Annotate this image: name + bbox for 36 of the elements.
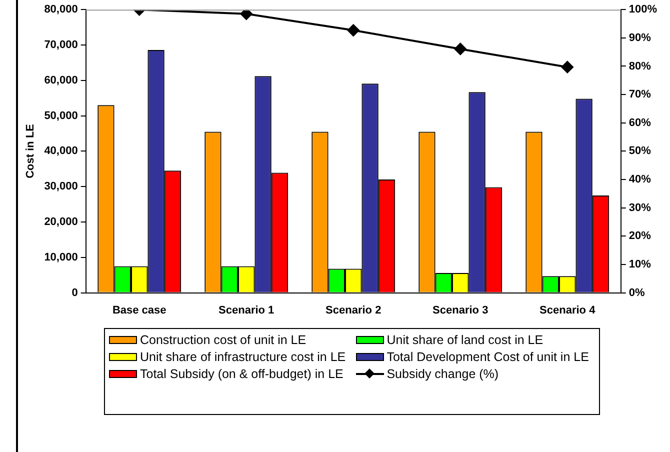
legend-label: Subsidy change (%) bbox=[386, 367, 499, 381]
y-axis-title: Cost in LE bbox=[24, 124, 37, 178]
y2-tick-label: 30% bbox=[628, 202, 652, 214]
y-tick-label: 0 bbox=[72, 286, 78, 299]
y2-tick-label: 70% bbox=[628, 88, 652, 101]
y2-tick-label: 80% bbox=[628, 60, 652, 72]
point bbox=[561, 61, 574, 74]
y-tick-label: 80,000 bbox=[44, 4, 78, 16]
y2-tick-label: 10% bbox=[628, 258, 652, 271]
legend-label: Unit share of land cost in LE bbox=[386, 333, 544, 347]
legend-label: Total Subsidy (on & off-budget) in LE bbox=[140, 367, 344, 381]
y2-tick-label: 50% bbox=[628, 145, 652, 158]
point bbox=[347, 24, 360, 36]
y2-tick-label: 40% bbox=[628, 174, 652, 186]
y-tick-label: 10,000 bbox=[44, 251, 78, 264]
point bbox=[454, 42, 466, 55]
x-tick-label: Scenario 2 bbox=[326, 304, 382, 316]
y2-tick-label: 60% bbox=[628, 116, 652, 129]
y-tick-label: 40,000 bbox=[44, 145, 78, 158]
legend-label: Total Development Cost of unit in LE bbox=[386, 350, 589, 364]
y2-tick-label: 20% bbox=[628, 230, 652, 242]
legend-label: Construction cost of unit in LE bbox=[140, 333, 306, 347]
legend-label: Unit share of infrastructure cost in LE bbox=[140, 350, 346, 364]
y2-tick-label: 0% bbox=[628, 286, 645, 299]
point bbox=[240, 10, 252, 20]
y-tick-label: 20,000 bbox=[44, 216, 78, 228]
y2-tick-label: 100% bbox=[628, 4, 658, 16]
x-tick-label: Scenario 1 bbox=[218, 304, 274, 316]
x-tick-label: Base case bbox=[112, 304, 166, 316]
x-tick-label: Scenario 3 bbox=[432, 304, 488, 316]
y-tick-label: 60,000 bbox=[44, 74, 78, 86]
x-tick-label: Scenario 4 bbox=[540, 304, 596, 316]
y-tick-label: 50,000 bbox=[44, 110, 78, 122]
y2-tick-label: 90% bbox=[628, 32, 652, 44]
y-tick-label: 30,000 bbox=[44, 180, 78, 193]
y-tick-label: 70,000 bbox=[44, 39, 78, 52]
